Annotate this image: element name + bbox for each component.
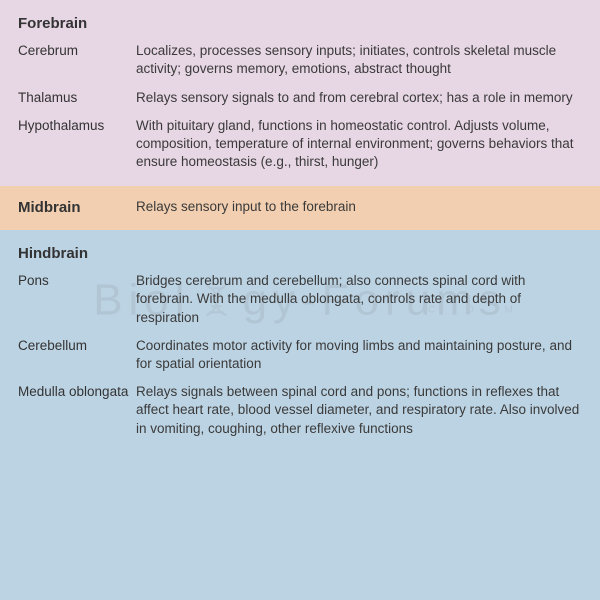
term-medulla: Medulla oblongata bbox=[18, 383, 136, 438]
row-hypothalamus: Hypothalamus With pituitary gland, funct… bbox=[18, 117, 582, 172]
row-cerebrum: Cerebrum Localizes, processes sensory in… bbox=[18, 42, 582, 78]
section-forebrain: Forebrain Cerebrum Localizes, processes … bbox=[0, 0, 600, 186]
desc-midbrain: Relays sensory input to the forebrain bbox=[136, 198, 582, 218]
forebrain-title: Forebrain bbox=[18, 14, 582, 34]
desc-pons: Bridges cerebrum and cerebellum; also co… bbox=[136, 272, 582, 327]
term-cerebellum: Cerebellum bbox=[18, 337, 136, 373]
section-hindbrain: Hindbrain Pons Bridges cerebrum and cere… bbox=[0, 230, 600, 600]
desc-thalamus: Relays sensory signals to and from cereb… bbox=[136, 89, 582, 107]
term-hypothalamus: Hypothalamus bbox=[18, 117, 136, 172]
desc-cerebellum: Coordinates motor activity for moving li… bbox=[136, 337, 582, 373]
row-medulla: Medulla oblongata Relays signals between… bbox=[18, 383, 582, 438]
desc-medulla: Relays signals between spinal cord and p… bbox=[136, 383, 582, 438]
row-pons: Pons Bridges cerebrum and cerebellum; al… bbox=[18, 272, 582, 327]
desc-cerebrum: Localizes, processes sensory inputs; ini… bbox=[136, 42, 582, 78]
row-midbrain: Midbrain Relays sensory input to the for… bbox=[18, 198, 582, 218]
term-cerebrum: Cerebrum bbox=[18, 42, 136, 78]
term-pons: Pons bbox=[18, 272, 136, 327]
brain-table: Forebrain Cerebrum Localizes, processes … bbox=[0, 0, 600, 600]
hindbrain-title: Hindbrain bbox=[18, 244, 582, 264]
row-thalamus: Thalamus Relays sensory signals to and f… bbox=[18, 89, 582, 107]
row-cerebellum: Cerebellum Coordinates motor activity fo… bbox=[18, 337, 582, 373]
desc-hypothalamus: With pituitary gland, functions in homeo… bbox=[136, 117, 582, 172]
section-midbrain: Midbrain Relays sensory input to the for… bbox=[0, 186, 600, 230]
term-thalamus: Thalamus bbox=[18, 89, 136, 107]
midbrain-title: Midbrain bbox=[18, 198, 136, 218]
